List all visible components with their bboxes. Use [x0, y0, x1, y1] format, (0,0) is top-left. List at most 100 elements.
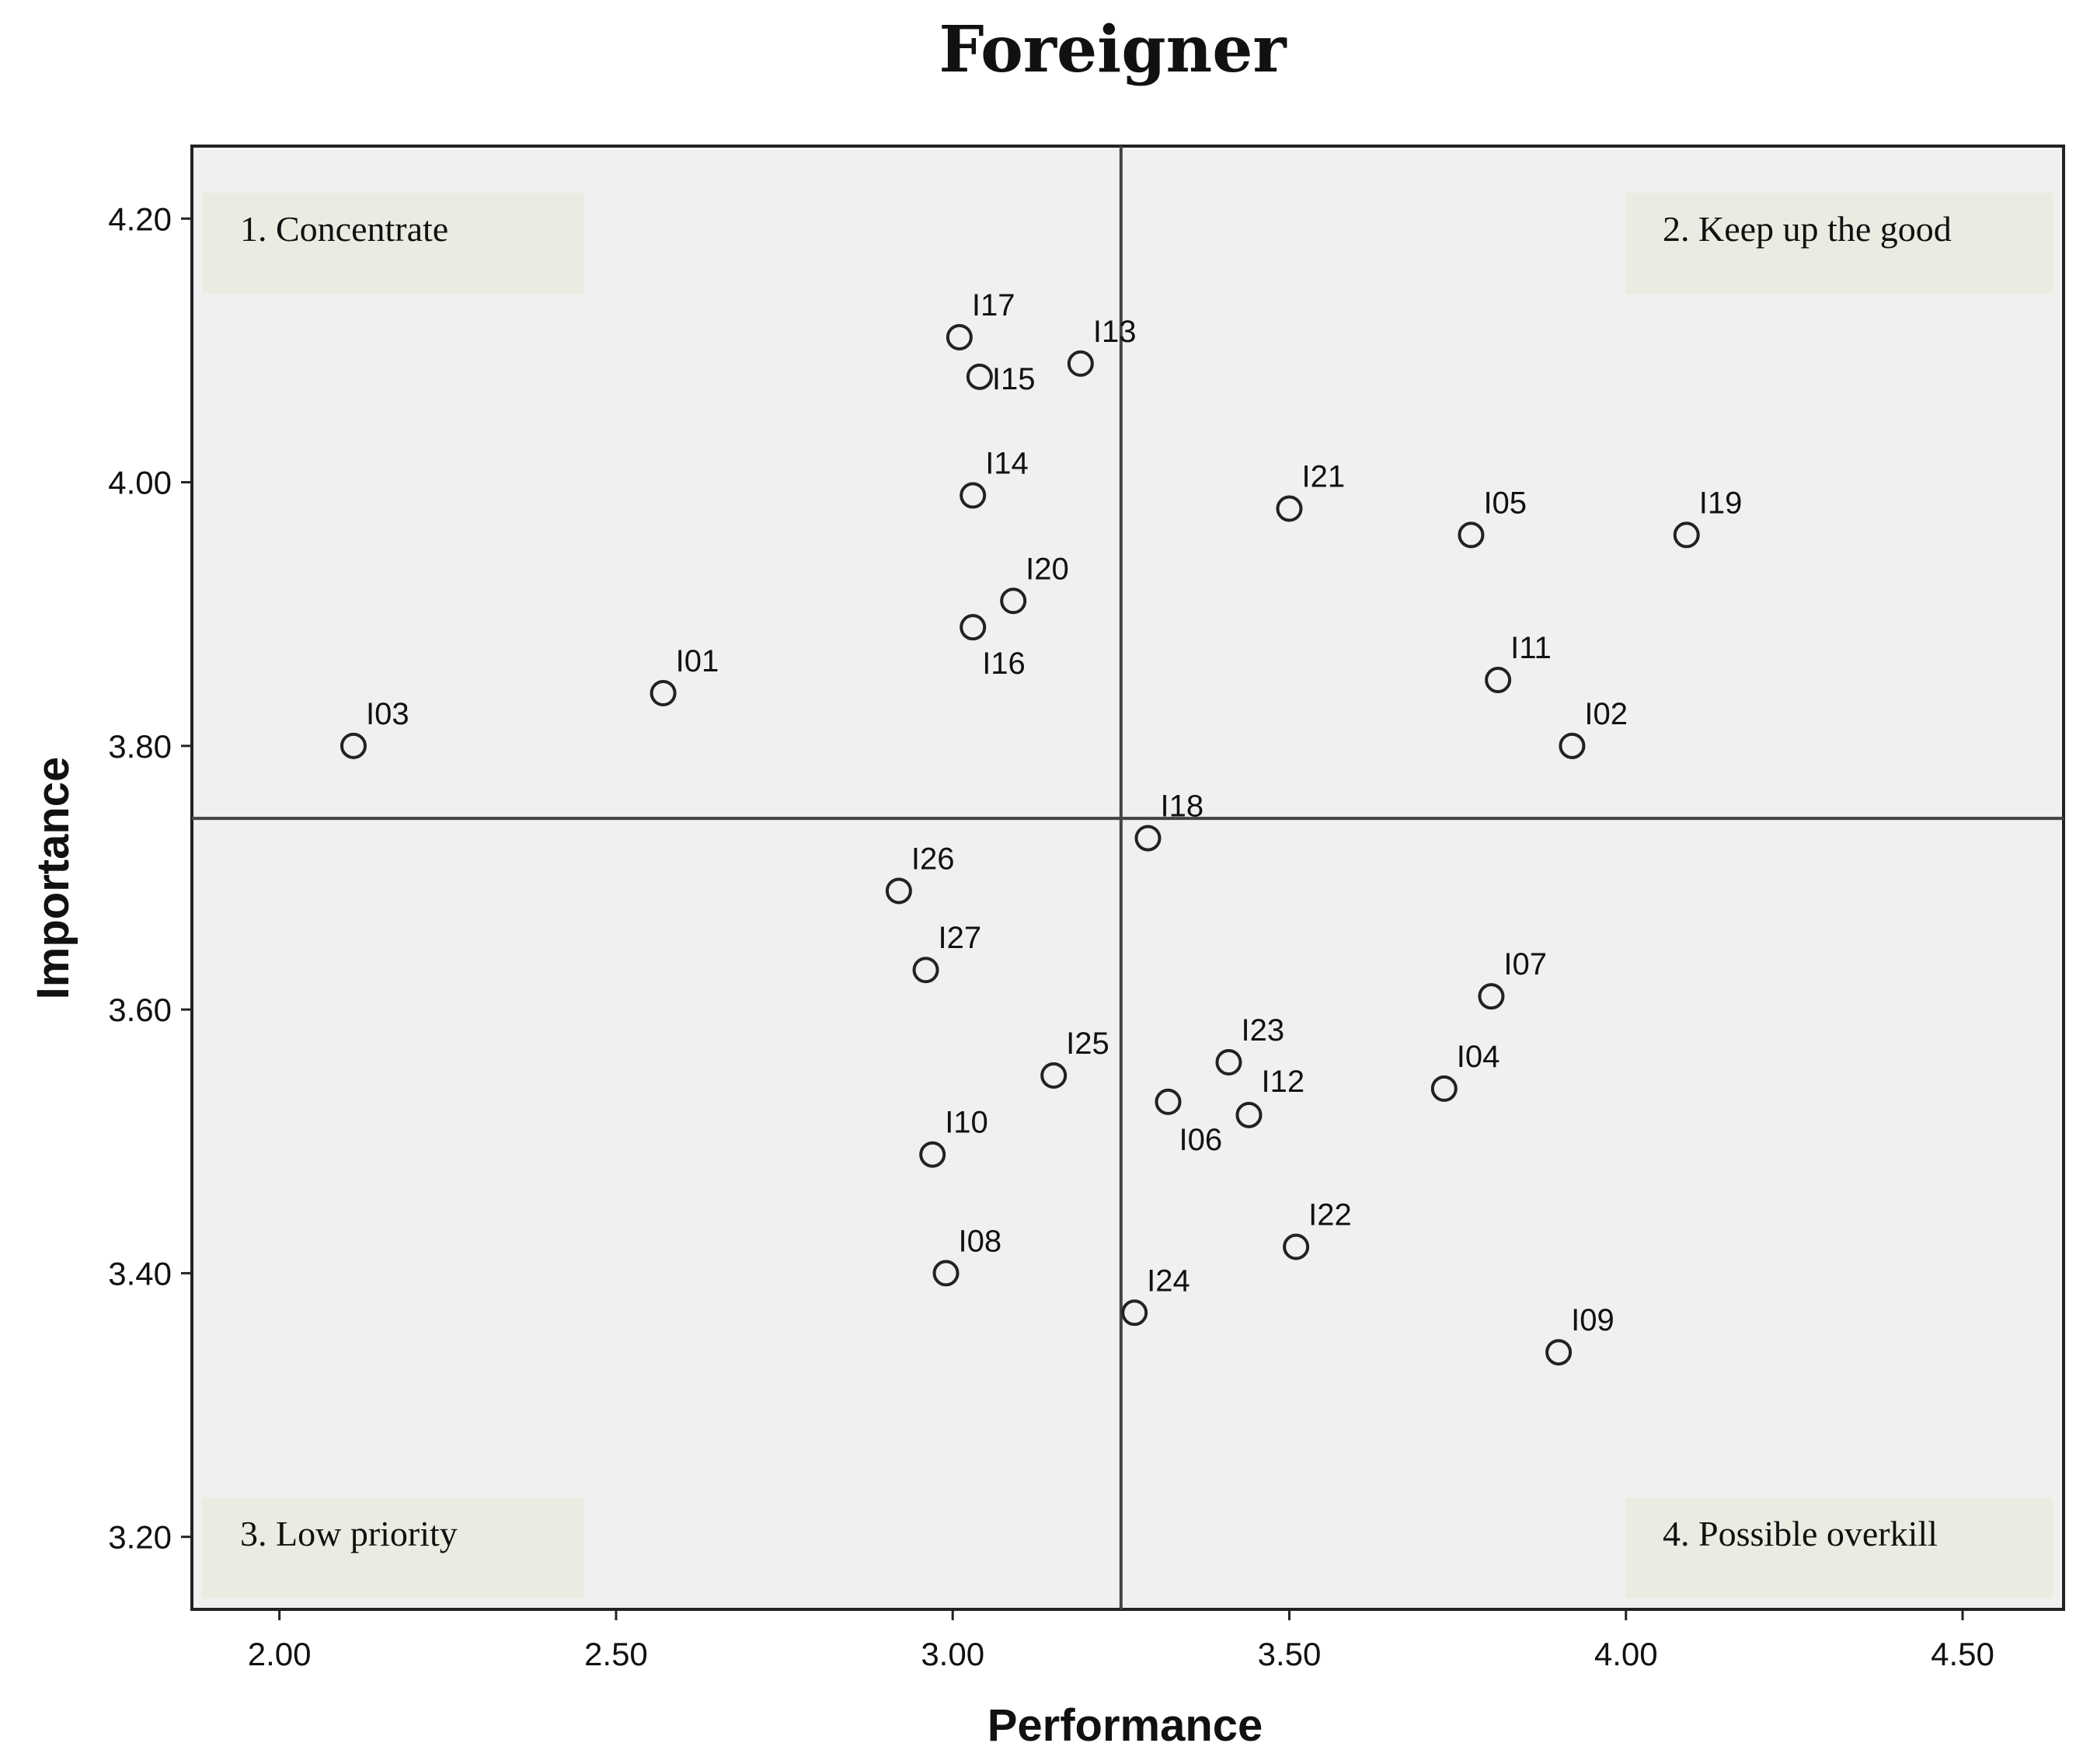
y-tick-label: 3.80 [108, 728, 172, 765]
data-point-i16: I16 [960, 614, 1026, 681]
x-tick-label: 3.50 [1258, 1636, 1322, 1672]
point-marker [912, 957, 939, 984]
quadrant-1-box [203, 193, 583, 294]
point-label: I24 [1147, 1264, 1190, 1298]
data-point-i03: I03 [340, 697, 409, 759]
quadrant-2-label: 2. Keep up the good [1663, 209, 1952, 249]
data-point-i14: I14 [960, 447, 1029, 509]
data-point-i07: I07 [1478, 947, 1547, 1010]
x-axis-ticks: 2.00 2.50 3.00 3.50 4.00 4.50 [248, 1609, 1994, 1672]
data-point-i09: I09 [1545, 1303, 1614, 1366]
quadrant-2: 2. Keep up the good [1625, 193, 2053, 294]
quadrant-4-box [1625, 1497, 2053, 1598]
point-label: I18 [1160, 790, 1203, 824]
point-marker [960, 614, 987, 641]
data-point-i04: I04 [1430, 1040, 1500, 1102]
data-point-i24: I24 [1121, 1264, 1190, 1326]
y-tick-label: 3.40 [108, 1255, 172, 1292]
point-marker [1040, 1062, 1068, 1089]
point-marker [932, 1260, 960, 1287]
quadrant-3-label: 3. Low priority [240, 1514, 458, 1553]
point-label: I01 [676, 644, 719, 678]
data-point-i17: I17 [946, 288, 1015, 350]
point-marker [1478, 983, 1505, 1010]
point-marker [1283, 1233, 1310, 1260]
point-label: I23 [1241, 1013, 1284, 1048]
quadrant-4: 4. Possible overkill [1625, 1497, 2053, 1598]
quadrant-3: 3. Low priority [203, 1497, 583, 1598]
point-label: I03 [366, 697, 409, 731]
x-tick-label: 4.50 [1931, 1636, 1994, 1672]
quadrant-labels: 1. Concentrate 2. Keep up the good 3. Low … [203, 193, 2053, 1598]
quadrant-2-box [1625, 193, 2053, 294]
quadrant-4-label: 4. Possible overkill [1663, 1514, 1938, 1553]
data-point-i26: I26 [885, 842, 955, 905]
point-label: I27 [939, 921, 982, 955]
point-label: I14 [985, 447, 1029, 481]
point-label: I16 [982, 647, 1026, 681]
x-tick-label: 2.00 [248, 1636, 312, 1672]
point-marker [960, 482, 987, 509]
point-label: I09 [1571, 1303, 1614, 1337]
x-axis-label: Performance [988, 1700, 1263, 1751]
data-point-i05: I05 [1458, 486, 1527, 549]
quadrant-3-box [203, 1497, 583, 1598]
point-marker [1155, 1088, 1182, 1115]
y-tick-label: 3.60 [108, 992, 172, 1028]
point-marker [1134, 824, 1162, 852]
data-point-i19: I19 [1673, 486, 1743, 549]
point-marker [1067, 350, 1094, 377]
data-point-i11: I11 [1485, 631, 1552, 694]
point-marker [1430, 1075, 1458, 1102]
point-label: I19 [1699, 486, 1743, 520]
y-tick-label: 4.00 [108, 465, 172, 501]
reference-lines [192, 146, 2064, 1609]
data-point-i21: I21 [1276, 460, 1345, 522]
point-label: I26 [911, 842, 955, 876]
data-point-i15: I15 [966, 362, 1035, 396]
data-point-i10: I10 [919, 1106, 988, 1168]
data-point-i20: I20 [1000, 552, 1069, 615]
chart-title: Foreigner [939, 12, 1287, 87]
y-axis-label: Importance [28, 757, 78, 1000]
data-point-i23: I23 [1215, 1013, 1284, 1075]
data-point-i01: I01 [650, 644, 719, 707]
point-marker [946, 323, 973, 350]
point-label: I02 [1584, 697, 1628, 731]
data-point-i06: I06 [1155, 1088, 1222, 1157]
data-point-i12: I12 [1235, 1065, 1304, 1128]
point-marker [340, 732, 367, 759]
point-label: I10 [945, 1106, 988, 1140]
data-point-i08: I08 [932, 1224, 1002, 1287]
data-point-i13: I13 [1067, 315, 1136, 377]
point-label: I05 [1483, 486, 1527, 520]
plot-area [190, 145, 2065, 1611]
point-label: I11 [1510, 631, 1552, 665]
point-marker [1215, 1048, 1242, 1075]
data-point-i22: I22 [1283, 1197, 1352, 1260]
point-label: I21 [1301, 460, 1345, 494]
point-marker [885, 877, 912, 905]
data-points: I01 I02 I03 I04 I05 I06 I07 I08 I09 I10 I11 I12 I13 I… [340, 288, 1743, 1366]
point-label: I08 [959, 1224, 1002, 1258]
point-marker [1673, 521, 1700, 549]
quadrant-1: 1. Concentrate [203, 193, 583, 294]
point-marker [1276, 495, 1303, 522]
point-label: I25 [1066, 1027, 1109, 1061]
point-marker [1545, 1339, 1573, 1366]
y-axis-ticks: 3.20 3.40 3.60 3.80 4.00 4.20 [108, 200, 192, 1556]
data-point-i25: I25 [1040, 1027, 1109, 1089]
point-marker [966, 363, 993, 390]
point-marker [1559, 732, 1586, 759]
quadrant-1-label: 1. Concentrate [240, 209, 448, 249]
y-tick-label: 4.20 [108, 200, 172, 237]
point-label: I22 [1308, 1197, 1352, 1232]
point-marker [1000, 587, 1027, 615]
point-marker [1485, 667, 1512, 694]
x-tick-label: 4.00 [1594, 1636, 1658, 1672]
point-label: I20 [1026, 552, 1069, 586]
data-point-i02: I02 [1559, 697, 1628, 759]
x-tick-label: 2.50 [584, 1636, 648, 1672]
point-marker [1458, 521, 1485, 549]
